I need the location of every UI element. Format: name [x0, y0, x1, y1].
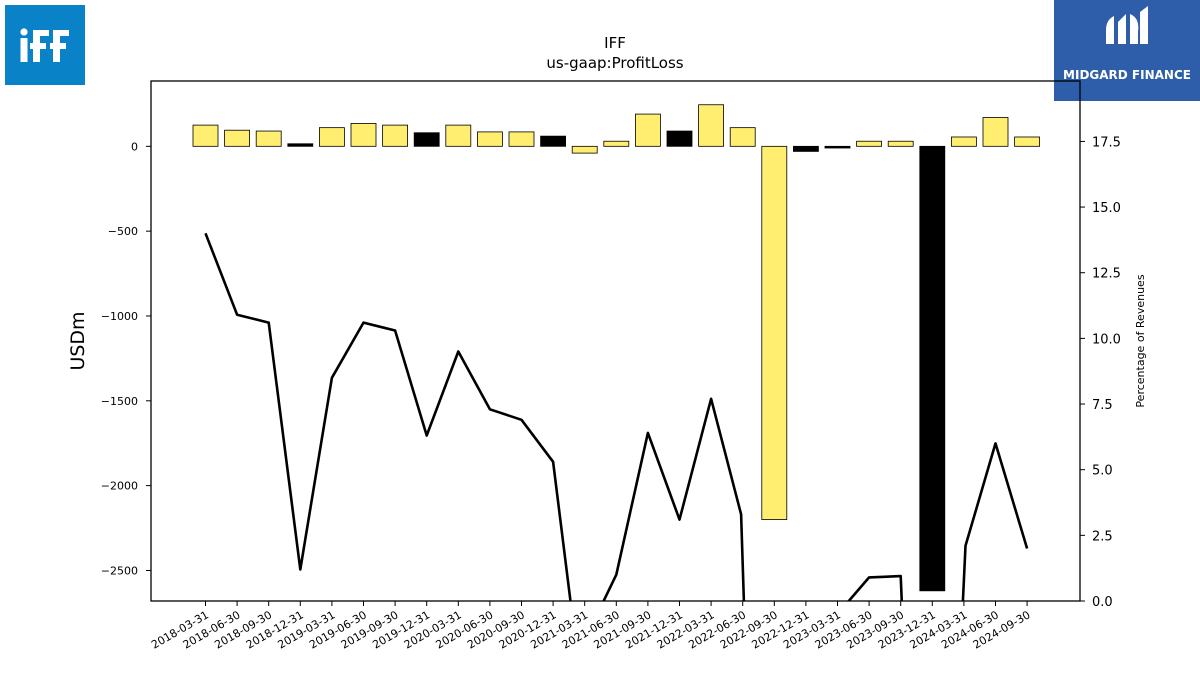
plot-frame	[150, 80, 1081, 602]
y2-tick-label: 10.0	[1092, 332, 1121, 347]
midgard-finance-logo-text: MIDGARD FINANCE	[1063, 68, 1191, 82]
y2-tick-label: 2.5	[1092, 529, 1113, 544]
midgard-emblem-icon	[1106, 6, 1148, 44]
bar	[603, 140, 630, 147]
y2-tick-label: 0.0	[1092, 595, 1113, 610]
bar	[382, 124, 409, 147]
chart-title: IFF	[604, 34, 626, 52]
y-axis-label: USDm	[67, 311, 89, 370]
bar	[508, 131, 535, 147]
bar	[729, 127, 756, 147]
bar	[413, 132, 440, 147]
bar	[445, 124, 472, 147]
y2-tick-label: 7.5	[1092, 398, 1113, 413]
bar	[887, 140, 914, 147]
bar	[1014, 136, 1040, 147]
bar	[287, 143, 314, 147]
y-tick-label: 0	[131, 140, 138, 153]
y2-tick-label: 17.5	[1092, 135, 1121, 150]
bar	[350, 123, 377, 147]
bar	[951, 136, 977, 147]
y-tick-label: −2000	[101, 480, 138, 493]
y2-tick-label: 5.0	[1092, 464, 1113, 479]
y-tick-label: −1000	[101, 310, 138, 323]
bar	[635, 113, 661, 147]
bar	[318, 127, 345, 147]
bar	[476, 131, 503, 147]
y2-axis-label: Percentage of Revenues	[1134, 274, 1147, 407]
iff-logo	[5, 5, 85, 85]
bar	[982, 117, 1009, 147]
bar	[761, 145, 788, 520]
bar	[919, 145, 946, 592]
bar	[224, 129, 251, 147]
bar	[192, 124, 219, 147]
bar	[571, 145, 598, 154]
bar	[666, 130, 693, 147]
bar	[793, 145, 819, 152]
y2-tick-label: 12.5	[1092, 267, 1121, 282]
bar	[698, 104, 724, 147]
y-tick-label: −500	[108, 225, 138, 238]
bar	[856, 140, 882, 147]
midgard-finance-logo: MIDGARD FINANCE	[1054, 0, 1200, 101]
bar	[540, 135, 566, 147]
y-tick-label: −1500	[101, 395, 138, 408]
chart-subtitle: us-gaap:ProfitLoss	[546, 54, 683, 72]
y2-tick-label: 15.0	[1092, 201, 1121, 216]
iff-logo-mark	[20, 28, 69, 62]
bar	[824, 145, 851, 149]
y-tick-label: −2500	[101, 564, 138, 577]
bar	[255, 130, 282, 147]
percentage-of-revenues-line	[204, 232, 1029, 601]
